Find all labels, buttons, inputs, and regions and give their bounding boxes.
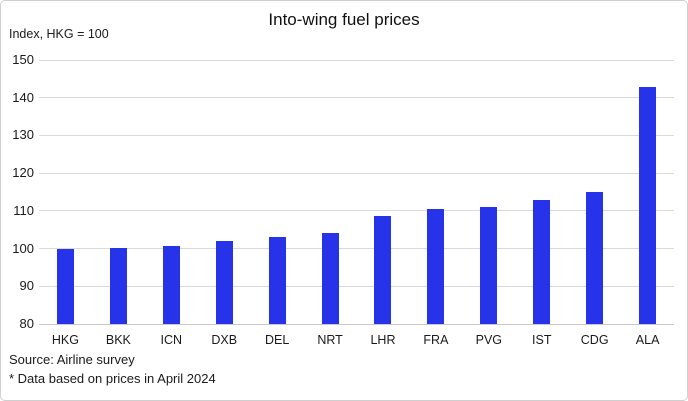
x-tick-label-NRT: NRT — [317, 333, 343, 347]
x-tick-label-DEL: DEL — [264, 333, 290, 347]
gridline-120 — [39, 172, 674, 174]
gridline-100 — [39, 248, 674, 250]
y-tick-label-130: 130 — [12, 127, 34, 143]
gridline-140 — [39, 97, 674, 99]
bar-slot-DXB — [198, 60, 251, 324]
bar-IST — [533, 200, 551, 324]
y-tick-label-120: 120 — [12, 165, 34, 181]
x-tick-label-BKK: BKK — [105, 333, 131, 347]
x-axis-tick-labels: HKG BKK ICN DXB DEL NRT LHR FRA PVG IST CDG ALA — [39, 333, 674, 347]
x-tick-label-LHR: LHR — [370, 333, 396, 347]
gridline-130 — [39, 134, 674, 136]
bar-slot-BKK — [92, 60, 145, 324]
gridline-110 — [39, 210, 674, 212]
x-tick-label-FRA: FRA — [423, 333, 449, 347]
y-tick-label-90: 90 — [19, 278, 34, 294]
y-tick-label-100: 100 — [12, 240, 34, 256]
bar-FRA — [427, 208, 445, 324]
bar-NRT — [321, 233, 339, 324]
y-axis-unit-label: Index, HKG = 100 — [9, 27, 109, 41]
bar-slot-LHR — [357, 60, 410, 324]
bar-LHR — [374, 216, 392, 324]
y-tick-label-80: 80 — [19, 316, 34, 331]
bar-slot-ICN — [145, 60, 198, 324]
bar-slot-ALA — [621, 60, 674, 324]
x-tick-label-DXB: DXB — [211, 333, 238, 347]
data-note: * Data based on prices in April 2024 — [9, 371, 216, 386]
bar-slot-FRA — [409, 60, 462, 324]
y-tick-label-140: 140 — [12, 89, 34, 105]
bar-slot-PVG — [462, 60, 515, 324]
x-tick-label-CDG: CDG — [580, 333, 609, 347]
bar-DEL — [268, 237, 286, 324]
chart-title: Into-wing fuel prices — [268, 10, 420, 29]
bar-slot-HKG — [39, 60, 92, 324]
bar-HKG — [56, 248, 74, 324]
y-tick-label-110: 110 — [13, 202, 34, 218]
bar-ALA — [639, 87, 657, 324]
x-tick-label-ICN: ICN — [160, 333, 183, 347]
x-tick-label-ALA: ALA — [635, 333, 660, 347]
gridline-80 — [39, 323, 674, 325]
bar-CDG — [586, 192, 604, 324]
gridline-90 — [39, 285, 674, 287]
gridline-150 — [39, 59, 674, 61]
y-tick-label-150: 150 — [12, 52, 34, 67]
bar-PVG — [480, 207, 498, 324]
bar-BKK — [109, 247, 127, 324]
bar-slot-IST — [515, 60, 568, 324]
bar-slot-NRT — [304, 60, 357, 324]
x-tick-label-HKG: HKG — [51, 333, 79, 347]
bar-series — [39, 60, 674, 324]
source-note: Source: Airline survey — [9, 352, 135, 367]
bar-slot-DEL — [251, 60, 304, 324]
bar-DXB — [215, 241, 233, 324]
x-tick-label-PVG: PVG — [475, 333, 503, 347]
bar-slot-CDG — [568, 60, 621, 324]
x-tick-label-IST: IST — [532, 333, 552, 347]
bar-ICN — [162, 245, 180, 324]
